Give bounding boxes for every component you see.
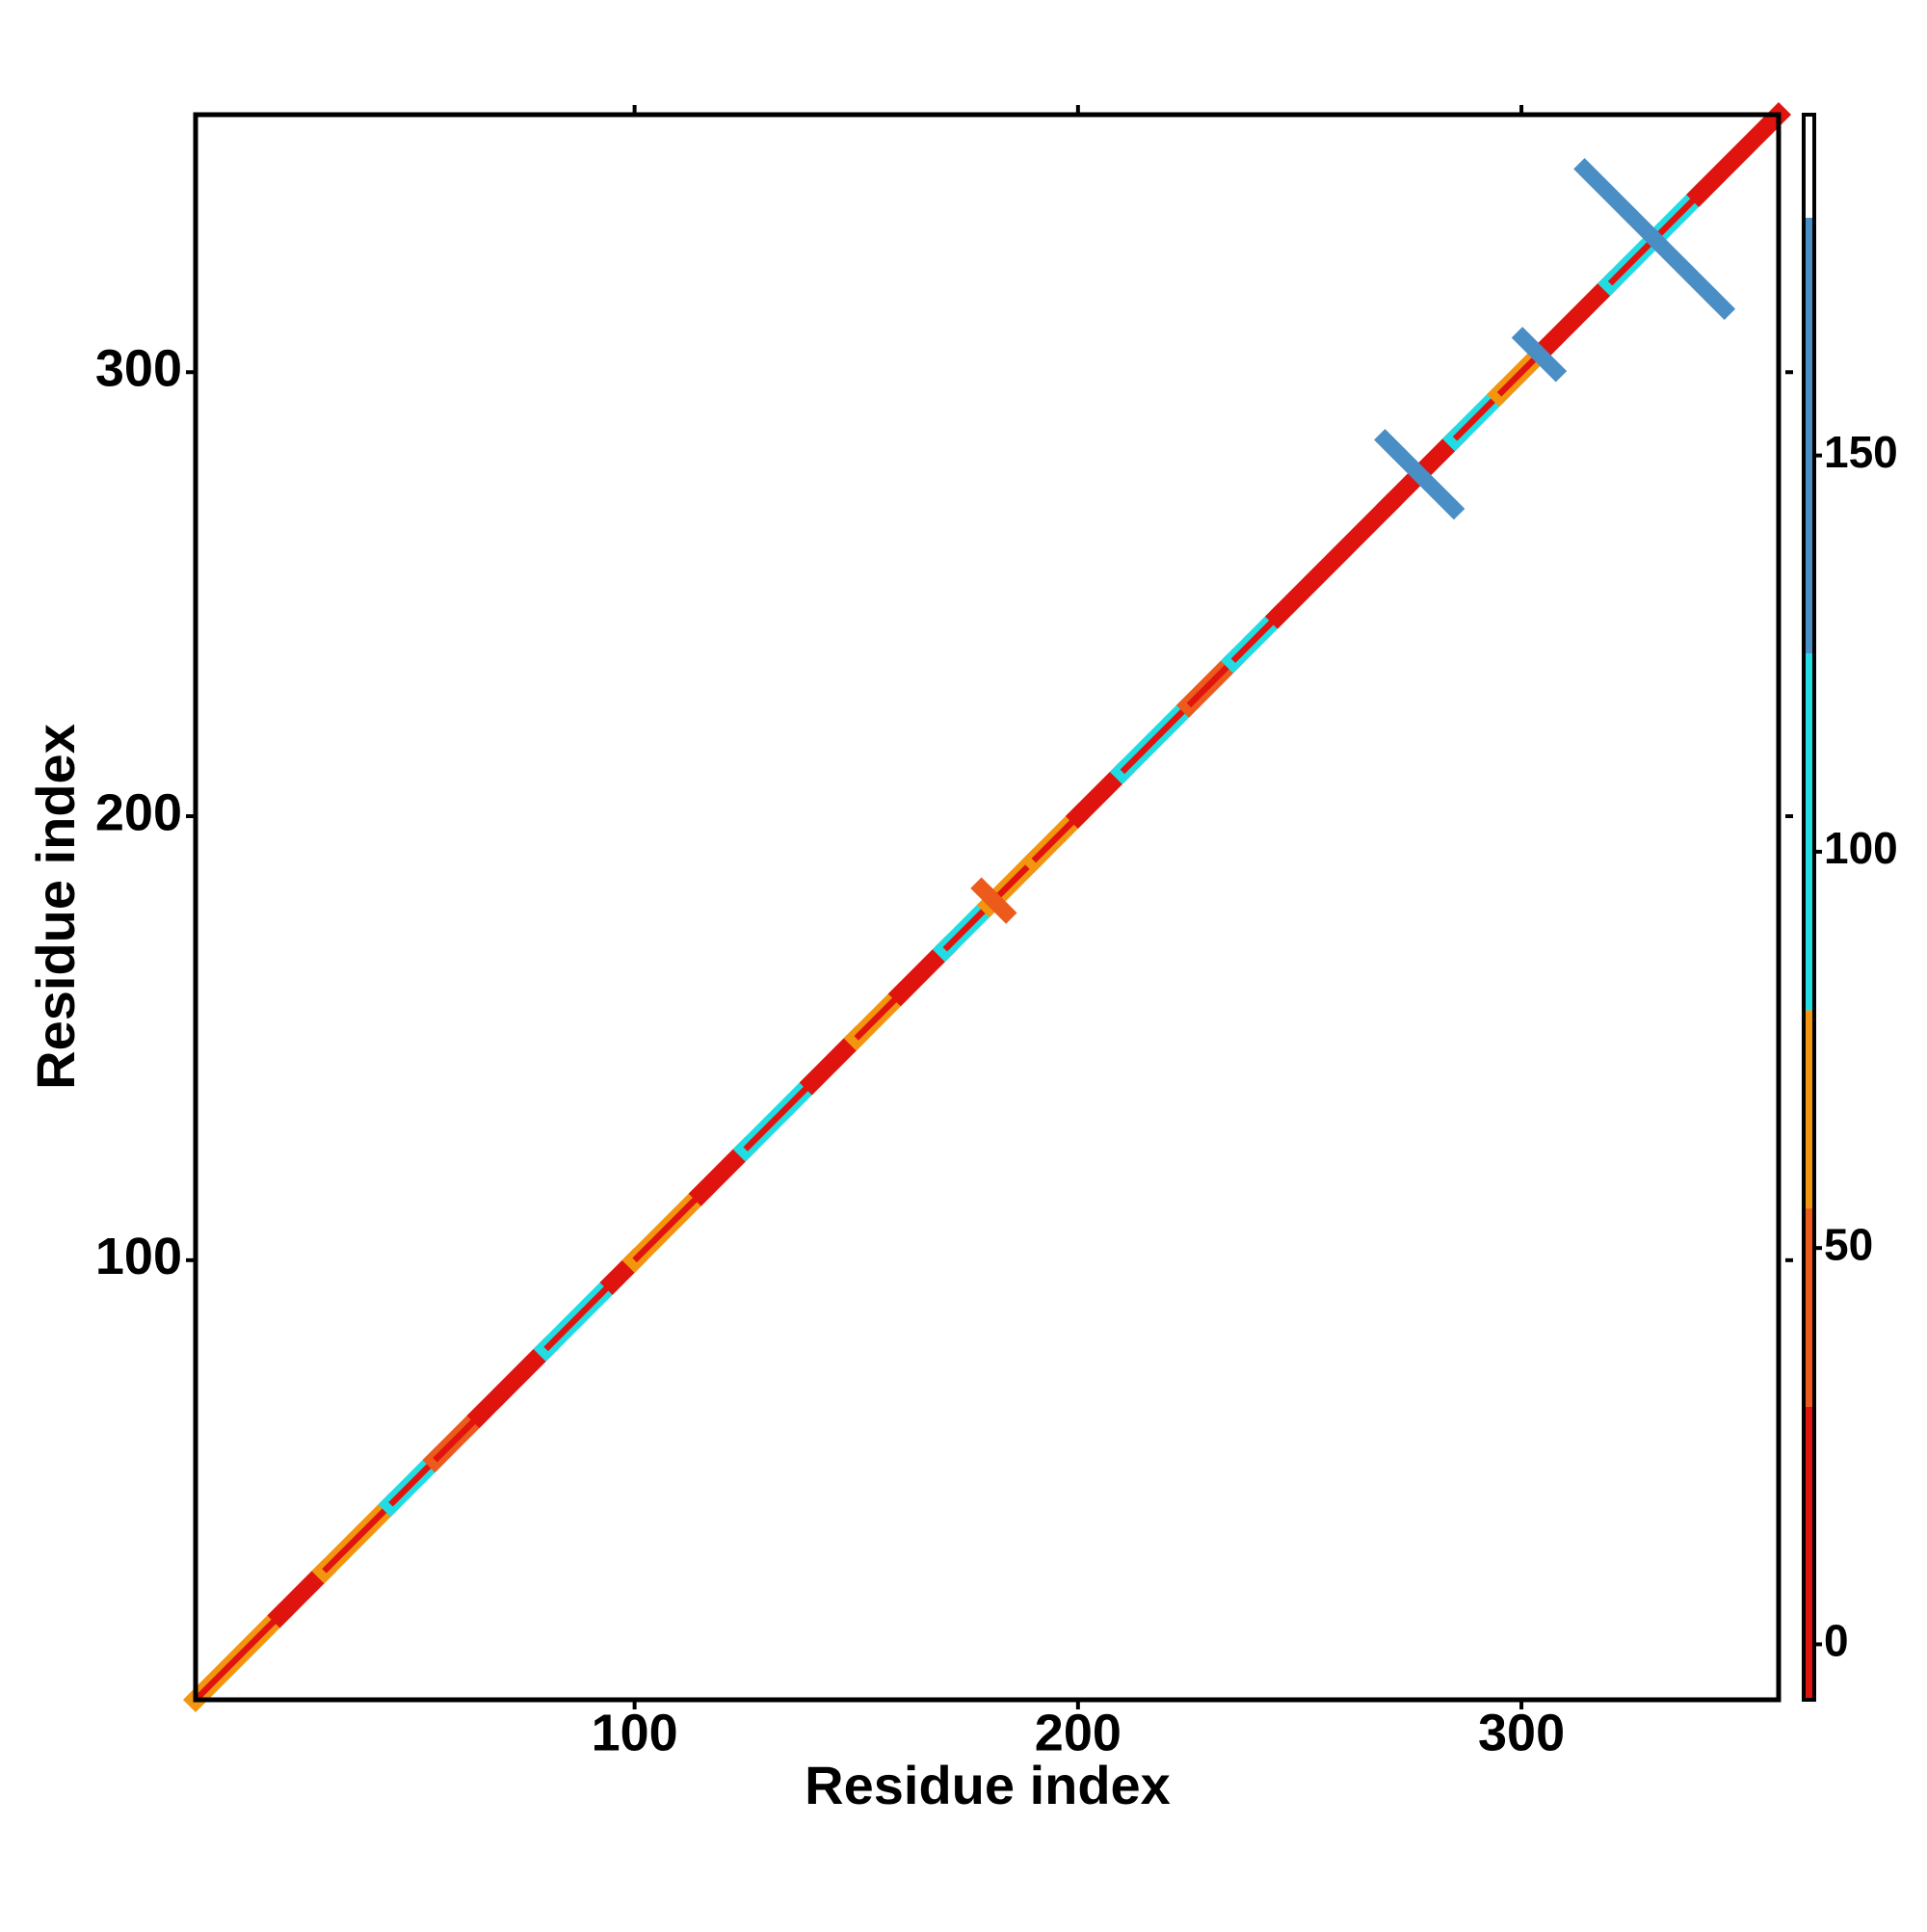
plot-frame: [193, 112, 1782, 1703]
y-tick-label: 100: [95, 1228, 182, 1285]
colorbar-frame: [1802, 113, 1816, 1702]
diagonal-core: [477, 1346, 548, 1418]
diagonal-core: [1541, 280, 1613, 353]
diagonal-core: [898, 946, 948, 996]
diagonal-core: [1075, 769, 1125, 819]
colorbar-tick-label: 150: [1824, 427, 1898, 477]
diagonal-core: [433, 1413, 482, 1463]
x-axis-label: Residue index: [805, 1755, 1171, 1815]
x-tick-label: 100: [592, 1704, 678, 1761]
diagonal-core: [1031, 813, 1081, 863]
diagonal-core: [699, 1147, 748, 1196]
cross-arm: [1374, 429, 1465, 520]
colorbar-bin: [1804, 1208, 1814, 1407]
diagonal-core: [1120, 702, 1192, 775]
y-tick-label: 300: [95, 340, 182, 398]
diagonal-core: [743, 1080, 814, 1151]
diagonal-core: [809, 1036, 859, 1085]
colorbar-tick-label: 100: [1824, 823, 1898, 873]
y-tick-label: 200: [95, 783, 182, 841]
diagonal-core: [1696, 112, 1782, 198]
x-tick-label: 200: [1035, 1704, 1122, 1761]
x-tick-label: 300: [1478, 1704, 1565, 1761]
diagonal-core: [322, 1501, 393, 1574]
diagonal-core: [543, 1280, 615, 1352]
diagonal-core: [854, 992, 904, 1041]
diagonal-core: [1452, 392, 1502, 441]
y-axis-label: Residue index: [25, 724, 86, 1090]
diagonal-core: [388, 1457, 437, 1507]
colorbar-bin: [1804, 115, 1814, 218]
diagonal-core: [1230, 614, 1280, 664]
diagonal-core: [193, 1613, 282, 1703]
diagonal-core: [1186, 658, 1236, 708]
colorbar-tick-label: 50: [1824, 1219, 1873, 1269]
colorbar-bin: [1804, 217, 1814, 654]
cross-arm: [1573, 157, 1736, 321]
diagonal-core: [1275, 503, 1391, 619]
colorbar-bin: [1804, 653, 1814, 1011]
cross-arm: [970, 877, 1017, 924]
colorbar-bin: [1804, 1010, 1814, 1209]
cross-arm: [1511, 327, 1568, 383]
diagonal-core: [277, 1569, 327, 1618]
colorbar-tick-label: 0: [1824, 1616, 1849, 1666]
diagonal-core: [942, 902, 992, 952]
diagonal-core: [632, 1191, 703, 1263]
colorbar-bin: [1804, 1406, 1814, 1700]
